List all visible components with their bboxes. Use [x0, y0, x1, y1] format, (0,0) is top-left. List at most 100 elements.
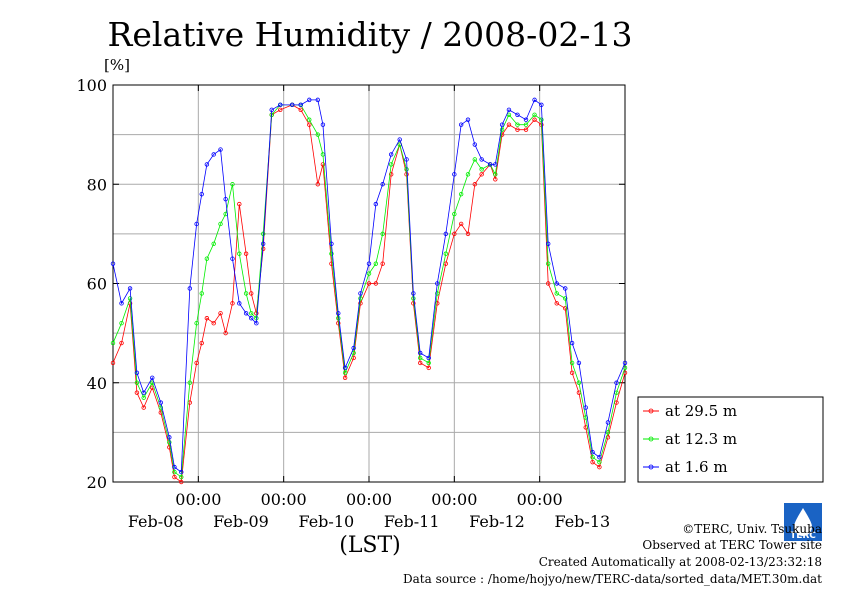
data-point [358, 291, 363, 296]
data-point [127, 296, 133, 301]
data-point [563, 306, 568, 311]
data-point [426, 355, 431, 361]
data-point [590, 454, 595, 460]
data-point [320, 162, 326, 167]
data-point [506, 107, 512, 113]
terc-logo: TERC [784, 503, 822, 541]
data-point [298, 102, 303, 108]
data-point [204, 256, 210, 261]
data-point [315, 97, 320, 103]
x-date-label: Feb-13 [554, 512, 610, 531]
data-point [418, 350, 423, 356]
data-point [569, 370, 575, 376]
data-point [110, 340, 116, 346]
legend-marker [648, 436, 654, 442]
legend: at 29.5 m at 12.3 m at 1.6 m [637, 396, 824, 483]
data-point [260, 241, 266, 246]
data-point [351, 345, 356, 351]
data-point [254, 321, 259, 326]
data-point [315, 182, 320, 187]
legend-box [637, 396, 824, 483]
data-point [223, 330, 228, 336]
data-point [218, 147, 223, 152]
data-point [249, 311, 254, 316]
data-point [515, 112, 520, 117]
x-time-label: 00:00 [261, 490, 307, 509]
data-point [134, 390, 140, 395]
y-tick-label: 20 [87, 473, 107, 492]
data-point [119, 301, 124, 306]
data-point [342, 365, 348, 371]
data-point [465, 117, 471, 122]
data-point [479, 172, 484, 177]
data-point [452, 231, 457, 237]
data-point [435, 291, 440, 296]
x-time-label: 00:00 [431, 490, 477, 509]
data-point [554, 291, 559, 296]
data-point [452, 172, 457, 177]
data-point [388, 172, 394, 177]
series-line [112, 104, 626, 478]
data-point [426, 360, 431, 366]
legend-item: at 12.3 m [643, 430, 737, 448]
data-point [204, 162, 210, 167]
data-point [380, 261, 385, 266]
y-tick-label: 60 [87, 275, 107, 294]
legend-label: at 29.5 m [665, 402, 737, 420]
series-2 [110, 97, 628, 475]
data-point [479, 167, 484, 172]
data-point [373, 261, 379, 266]
data-point [199, 340, 204, 346]
data-point [194, 321, 199, 326]
data-point [546, 241, 551, 246]
data-point [554, 281, 559, 286]
data-point [435, 301, 440, 306]
data-point [411, 291, 416, 296]
data-point [167, 440, 172, 445]
data-point [366, 281, 372, 286]
data-point [366, 261, 372, 266]
data-point [380, 182, 385, 187]
data-point [479, 157, 484, 162]
data-point [237, 301, 242, 306]
data-point [532, 97, 537, 103]
data-point [141, 405, 146, 410]
legend-marker [648, 464, 654, 470]
data-point [290, 102, 295, 108]
data-point [373, 201, 379, 207]
data-point [315, 132, 320, 137]
data-point [127, 286, 133, 291]
data-point [493, 172, 498, 177]
data-point [179, 479, 184, 485]
data-point [307, 122, 312, 127]
data-point [243, 251, 249, 256]
y-axis-unit: [%] [104, 56, 130, 74]
data-point [523, 127, 529, 132]
data-point [158, 400, 163, 405]
data-point [278, 102, 283, 108]
x-axis-label: (LST) [339, 533, 401, 558]
data-point [597, 464, 602, 470]
data-point [307, 117, 312, 122]
data-point [110, 261, 116, 266]
y-tick-label: 80 [87, 175, 107, 194]
data-point [515, 127, 520, 132]
legend-item: at 1.6 m [643, 458, 728, 476]
data-point [493, 177, 498, 182]
x-time-label: 00:00 [346, 490, 392, 509]
x-date-label: Feb-08 [128, 512, 184, 531]
data-point [576, 360, 582, 366]
data-point [523, 122, 529, 127]
data-point [380, 231, 385, 237]
data-point [320, 122, 326, 127]
x-date-label: Feb-11 [384, 512, 440, 531]
data-point [187, 286, 192, 291]
data-point [515, 122, 520, 127]
data-point [141, 395, 146, 400]
data-point [426, 365, 431, 371]
data-point [569, 340, 575, 346]
credit-source: Data source : /home/hojyo/new/TERC-data/… [403, 572, 822, 586]
data-point [590, 459, 595, 465]
data-point [110, 360, 116, 366]
data-point [218, 221, 223, 227]
